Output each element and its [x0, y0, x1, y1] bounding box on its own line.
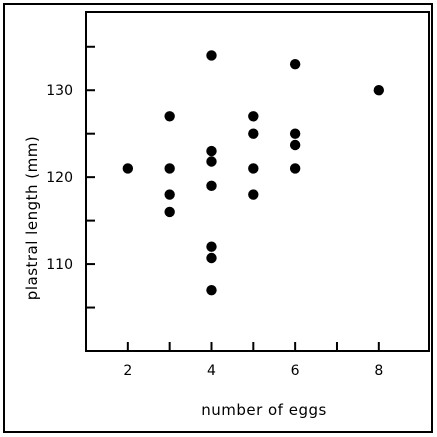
data-point — [206, 180, 217, 192]
x-tick-label: 4 — [207, 363, 216, 379]
data-point — [206, 241, 217, 252]
data-point — [248, 163, 259, 174]
data-point — [206, 50, 217, 61]
y-axis-tick-labels: 110 120 130 — [46, 83, 73, 273]
x-axis-title: number of eggs — [201, 401, 327, 419]
data-point — [373, 85, 385, 96]
data-point — [206, 156, 217, 167]
x-tick-label: 6 — [291, 363, 300, 379]
data-point — [289, 139, 301, 151]
x-tick-label: 8 — [374, 363, 383, 379]
data-point — [248, 111, 259, 122]
data-point — [164, 206, 175, 218]
y-tick-label: 120 — [46, 170, 73, 186]
data-point — [248, 189, 259, 200]
y-tick-label: 110 — [46, 257, 73, 273]
data-point — [289, 58, 301, 70]
data-point — [206, 145, 217, 157]
y-tick-label: 130 — [46, 83, 73, 99]
data-point — [248, 128, 259, 139]
data-point — [164, 163, 175, 174]
data-point — [289, 128, 301, 139]
plot-area-frame — [85, 11, 430, 352]
data-point — [122, 163, 134, 174]
y-axis-ticks — [86, 45, 95, 309]
data-point — [206, 284, 217, 296]
data-point — [164, 189, 175, 200]
x-axis-tick-labels: 2 4 6 8 — [123, 363, 383, 379]
outer-frame — [3, 3, 433, 433]
y-axis-title: plastral length (mm) — [23, 136, 41, 300]
data-points — [122, 50, 385, 296]
data-point — [289, 163, 301, 174]
x-tick-label: 2 — [123, 363, 132, 379]
data-point — [206, 252, 217, 264]
data-point — [164, 111, 175, 122]
x-axis-ticks — [126, 342, 380, 351]
